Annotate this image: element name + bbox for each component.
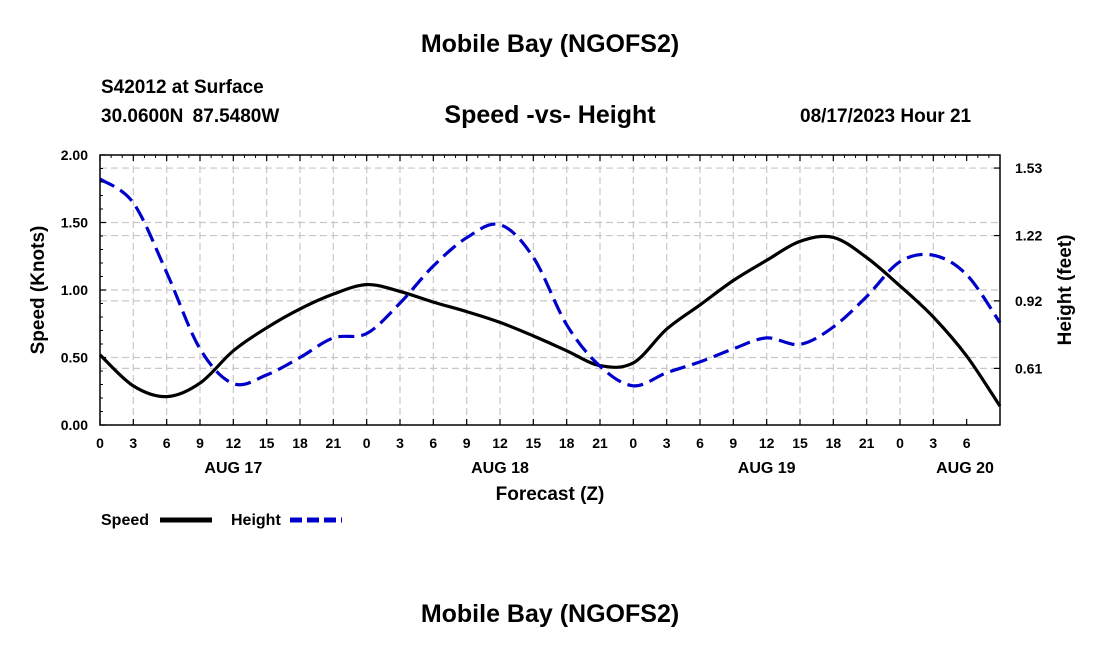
y-tick-label: 0.00	[61, 417, 88, 433]
series-line-height	[99, 177, 1002, 388]
x-tick-label: 18	[826, 435, 842, 451]
x-tick-label: 12	[226, 435, 242, 451]
bottom-title: Mobile Bay (NGOFS2)	[420, 600, 680, 628]
forecast-datetime: 08/17/2023 Hour 21	[800, 106, 972, 127]
y2-axis-label: Height (feet)	[1055, 235, 1076, 346]
x-tick-label: 3	[129, 435, 137, 451]
x-date-label: AUG 20	[936, 460, 994, 477]
x-date-label: AUG 17	[204, 460, 262, 477]
x-tick-label: 9	[463, 435, 471, 451]
grid	[100, 155, 1000, 425]
x-tick-label: 9	[196, 435, 204, 451]
x-tick-label: 3	[396, 435, 404, 451]
coordinates-label: 30.0600N 87.5480W	[101, 106, 280, 127]
y2-tick-label: 1.53	[1015, 160, 1042, 176]
x-tick-label: 9	[729, 435, 737, 451]
x-tick-label: 3	[663, 435, 671, 451]
y2-tick-label: 0.92	[1015, 293, 1042, 309]
x-tick-label: 3	[929, 435, 937, 451]
x-tick-label: 18	[559, 435, 575, 451]
y-tick-label: 2.00	[61, 147, 88, 163]
station-label: S42012 at Surface	[101, 77, 264, 98]
x-tick-label: 0	[363, 435, 371, 451]
x-tick-label: 21	[859, 435, 875, 451]
x-tick-label: 15	[526, 435, 542, 451]
x-tick-label: 6	[963, 435, 971, 451]
x-tick-label: 15	[792, 435, 808, 451]
y2-tick-label: 1.22	[1015, 228, 1042, 244]
x-tick-label: 15	[259, 435, 275, 451]
legend-label-height: Height	[231, 512, 281, 529]
legend: Speed Height	[101, 512, 342, 529]
x-tick-label: 0	[629, 435, 637, 451]
x-axis-label: Forecast (Z)	[496, 484, 605, 505]
x-tick-label: 0	[96, 435, 104, 451]
x-tick-label: 12	[759, 435, 775, 451]
x-tick-label: 6	[429, 435, 437, 451]
y-tick-label: 0.50	[61, 350, 88, 366]
y-tick-label: 1.00	[61, 282, 88, 298]
x-tick-label: 12	[492, 435, 508, 451]
axes: 0 3 6 9 12 15 18 21 0 3 6 9 12 15 18 21 0 3 6 9 12 15 18 21 0 3 6 A…	[61, 147, 1043, 477]
x-date-label: AUG 18	[471, 460, 529, 477]
y-tick-label: 1.50	[61, 215, 88, 231]
x-tick-label: 21	[326, 435, 342, 451]
x-date-label: AUG 19	[738, 460, 796, 477]
y-axis-label: Speed (Knots)	[28, 226, 49, 355]
series-line-speed	[98, 234, 1002, 407]
legend-label-speed: Speed	[101, 512, 149, 529]
series-layer	[98, 177, 1002, 407]
y2-tick-label: 0.61	[1015, 360, 1042, 376]
chart-subtitle: Speed -vs- Height	[444, 101, 656, 129]
x-tick-label: 21	[592, 435, 608, 451]
x-tick-label: 0	[896, 435, 904, 451]
page-title: Mobile Bay (NGOFS2)	[420, 30, 680, 58]
x-tick-label: 6	[163, 435, 171, 451]
x-tick-label: 6	[696, 435, 704, 451]
x-tick-label: 18	[292, 435, 308, 451]
